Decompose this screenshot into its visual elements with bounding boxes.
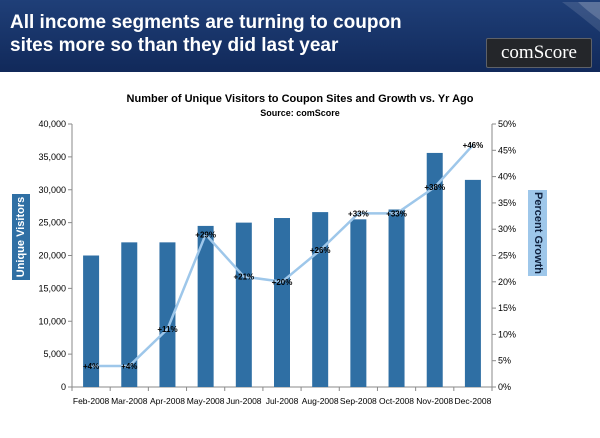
- x-tick-label: May-2008: [187, 396, 225, 406]
- y-tick-label: 25,000: [38, 218, 66, 228]
- y2-tick-label: 50%: [498, 119, 516, 129]
- data-label: +26%: [310, 246, 331, 255]
- x-tick-label: Apr-2008: [150, 396, 185, 406]
- y-tick-label: 0: [61, 382, 66, 392]
- right-axis-label-box: Percent Growth: [528, 190, 547, 276]
- data-label: +46%: [463, 141, 484, 150]
- y-tick-label: 5,000: [43, 349, 66, 359]
- bar: [312, 212, 329, 387]
- y2-tick-label: 5%: [498, 356, 511, 366]
- title-banner: All income segments are turning to coupo…: [0, 0, 600, 72]
- x-tick-label: Jun-2008: [226, 396, 262, 406]
- bar: [235, 222, 252, 387]
- bar: [121, 242, 138, 387]
- y2-tick-label: 20%: [498, 277, 516, 287]
- y-tick-label: 10,000: [38, 316, 66, 326]
- y2-tick-label: 30%: [498, 224, 516, 234]
- growth-line: [91, 144, 474, 368]
- y2-tick-label: 10%: [498, 329, 516, 339]
- bar: [274, 218, 290, 387]
- banner-headline: All income segments are turning to coupo…: [10, 12, 402, 56]
- y2-tick-label: 45%: [498, 145, 516, 155]
- x-tick-label: Jul-2008: [266, 396, 299, 406]
- bar: [197, 225, 214, 387]
- x-tick-label: Aug-2008: [302, 396, 339, 406]
- x-tick-label: Nov-2008: [416, 396, 453, 406]
- x-tick-label: Dec-2008: [454, 396, 491, 406]
- y2-tick-label: 0%: [498, 382, 511, 392]
- banner-corner-graphic: [562, 2, 600, 32]
- left-axis-label-box: Unique Visitors: [12, 194, 30, 280]
- data-label: +33%: [386, 209, 407, 218]
- y-tick-label: 35,000: [38, 152, 66, 162]
- data-label: +29%: [195, 230, 216, 239]
- x-tick-label: Oct-2008: [379, 396, 414, 406]
- logo-text: comScore: [501, 42, 577, 63]
- y-tick-label: 20,000: [38, 251, 66, 261]
- data-label: +11%: [157, 325, 177, 334]
- bar: [350, 219, 367, 387]
- chart-subtitle: Source: comScore: [260, 108, 340, 118]
- x-tick-label: Feb-2008: [73, 396, 110, 406]
- y-tick-label: 40,000: [38, 119, 66, 129]
- y2-tick-label: 25%: [498, 251, 516, 261]
- bar: [388, 209, 405, 387]
- data-label: +4%: [83, 362, 99, 371]
- data-label: +38%: [424, 183, 445, 192]
- y-tick-label: 15,000: [38, 283, 66, 293]
- data-label: +21%: [233, 273, 254, 282]
- comscore-logo: comScore: [486, 38, 592, 68]
- y2-tick-label: 35%: [498, 198, 516, 208]
- y2-tick-label: 15%: [498, 303, 516, 313]
- bar: [426, 152, 443, 387]
- data-label: +33%: [348, 209, 369, 218]
- y2-tick-label: 40%: [498, 172, 516, 182]
- bar: [464, 179, 481, 387]
- data-label: +4%: [121, 362, 137, 371]
- data-label: +20%: [272, 278, 293, 287]
- chart-title: Number of Unique Visitors to Coupon Site…: [126, 93, 474, 105]
- x-tick-label: Sep-2008: [340, 396, 377, 406]
- x-tick-label: Mar-2008: [111, 396, 148, 406]
- y-tick-label: 30,000: [38, 185, 66, 195]
- bar: [159, 242, 176, 387]
- bar: [83, 255, 100, 387]
